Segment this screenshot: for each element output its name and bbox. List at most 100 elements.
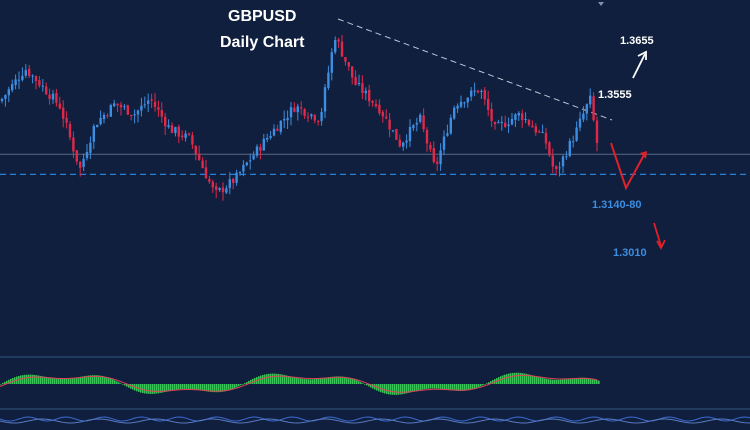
candle-body [218,188,221,191]
candle-body [306,116,310,118]
macd-bar [440,384,442,389]
candle [177,124,180,144]
candle-body [221,187,225,193]
macd-bar [148,384,150,394]
candle [510,113,514,126]
candle [228,172,231,195]
macd-bar [92,375,94,384]
candle [82,153,85,172]
macd-bar [172,384,174,391]
candle-body [65,117,68,123]
macd-bar [282,374,284,384]
candle [140,97,143,117]
macd-bar [36,375,38,384]
macd-bar [210,384,212,392]
macd-bar [576,378,578,384]
macd-bar [426,384,428,389]
candle-body [51,93,55,100]
macd-bar [306,379,308,384]
candle-body [572,141,575,143]
candle-body [191,135,194,145]
macd-bar [190,384,192,390]
macd-bar [484,384,486,385]
candle-body [85,151,89,159]
macd-bar [74,377,76,384]
candle [483,86,486,106]
candle [473,82,476,97]
candle [558,161,561,177]
candle-body [507,124,510,127]
candle [337,37,340,48]
candle [493,121,497,130]
candle-body [225,188,228,193]
candle-body [408,126,412,142]
macd-bar [6,380,8,384]
macd-bar [568,378,570,384]
level-label-13140-80: 1.3140-80 [592,199,642,211]
candle [96,124,99,128]
candle [419,112,422,124]
macd-bar [540,377,542,384]
macd-bar [174,384,176,391]
candle [133,109,136,124]
candle [412,124,415,132]
macd-bar [366,384,368,386]
candle-body [500,121,503,123]
macd-bar [42,376,44,384]
candle [41,79,44,92]
candle [490,102,493,128]
candle-body [255,146,259,156]
candle-body [194,145,197,154]
candle [153,93,157,112]
candle [289,102,293,126]
candle-body [17,79,21,81]
macd-bar [486,383,488,384]
candle-body [41,85,44,87]
macd-bar [412,384,414,392]
candle [14,74,17,90]
macd-bar [466,384,468,391]
candle-body [517,112,520,116]
candle [116,103,119,112]
candle [68,121,72,141]
candle-body [157,107,160,110]
macd-bar [454,384,456,391]
macd-bar [356,380,358,384]
macd-bar [472,384,474,390]
candle-body [453,107,456,119]
candle-body [436,161,439,164]
macd-bar [272,373,274,384]
macd-bar [370,384,372,388]
candle [28,64,31,79]
candle [7,86,10,103]
macd-bar [550,379,552,384]
macd-bar [212,384,214,393]
macd-bar [578,377,580,384]
macd-bar [54,378,56,384]
macd-bar [520,372,522,384]
macd-bar [492,380,494,384]
candle-body [72,137,75,152]
candle-body [555,166,558,170]
macd-bar [428,384,430,389]
macd-bar [304,379,306,384]
macd-bar [538,377,540,384]
macd-bar [70,378,72,384]
candle-body [272,128,276,136]
macd-bar [44,376,46,384]
macd-bar [560,379,562,384]
candle-body [371,100,374,103]
macd-bar [126,384,128,387]
macd-bar [524,373,526,384]
chart-title: GBPUSD [228,8,297,25]
macd-bar [480,384,482,387]
macd-bar [544,378,546,384]
macd-bar [382,384,384,393]
candle-body [31,75,34,77]
macd-bar [490,381,492,384]
macd-bar [58,378,60,384]
candle [85,144,89,161]
candle [235,169,238,186]
candle-body [565,156,568,158]
